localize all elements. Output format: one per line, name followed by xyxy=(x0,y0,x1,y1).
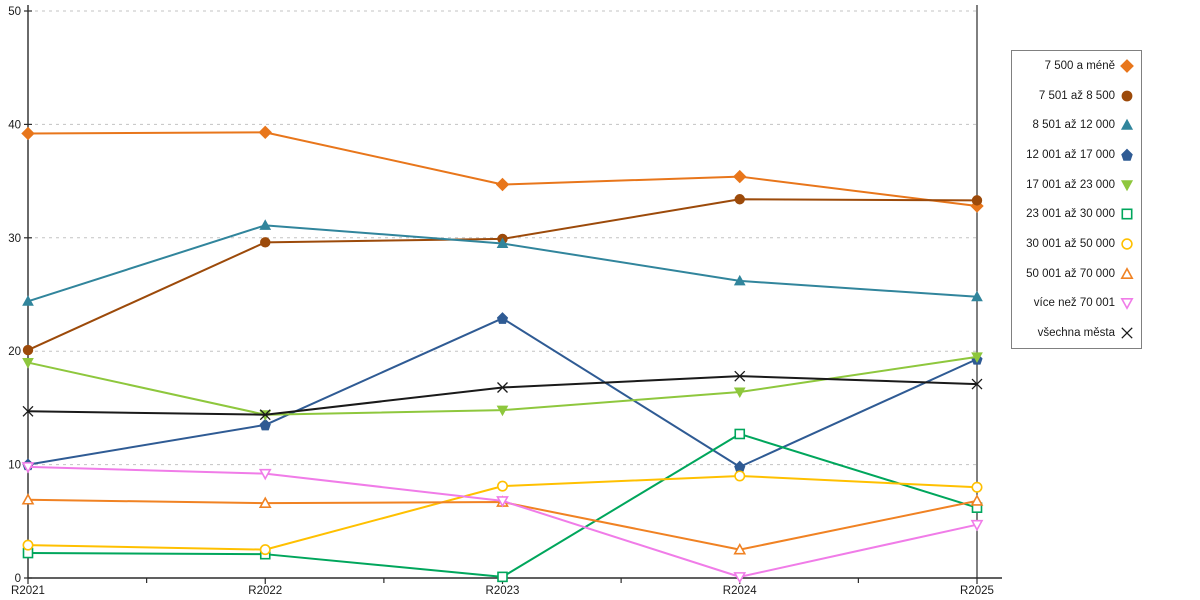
triangle-down-marker-icon xyxy=(496,405,509,417)
legend-marker xyxy=(1120,298,1134,311)
triangle-up-marker-icon xyxy=(971,290,983,302)
legend-label: 50 001 až 70 000 xyxy=(1026,267,1115,280)
legend-item: všechna města xyxy=(1012,318,1141,348)
circle-marker-icon xyxy=(734,194,745,205)
triangle-down-marker-icon xyxy=(970,519,984,532)
triangle-up-marker-icon xyxy=(258,496,272,508)
legend-marker xyxy=(1121,148,1133,161)
triangle-down-marker-icon xyxy=(1120,179,1134,191)
diamond-marker-icon xyxy=(21,126,35,141)
y-tick-label: 0 xyxy=(15,573,21,585)
legend-marker xyxy=(1121,327,1133,339)
legend-label: více než 70 001 xyxy=(1033,297,1115,310)
triangle-up-marker-icon xyxy=(259,219,272,230)
triangle-up-marker-icon xyxy=(733,274,746,286)
pentagon-marker-icon xyxy=(1121,148,1133,161)
legend-label: 8 501 až 12 000 xyxy=(1032,119,1116,132)
triangle-down-marker-icon xyxy=(733,387,746,399)
y-tick-label: 10 xyxy=(8,460,21,472)
x-marker-icon xyxy=(734,370,746,382)
legend-marker xyxy=(1120,119,1134,130)
triangle-up-marker-icon xyxy=(1120,266,1134,279)
circle-marker-icon xyxy=(259,544,271,556)
y-tick-label: 40 xyxy=(8,119,21,131)
x-tick-label: R2024 xyxy=(723,585,757,597)
legend: 7 500 a méně 7 501 až 8 500 8 501 až 12 00… xyxy=(1011,50,1142,349)
diamond-marker-icon xyxy=(1120,58,1134,73)
series-line xyxy=(27,131,978,208)
square-marker-icon xyxy=(1121,208,1133,220)
legend-marker xyxy=(1120,266,1134,279)
diamond-marker-icon xyxy=(258,125,272,140)
triangle-up-marker-icon xyxy=(1120,119,1134,130)
square-marker-icon xyxy=(734,428,746,440)
x-tick-label: R2022 xyxy=(248,585,282,597)
series-line xyxy=(27,198,978,351)
circle-marker-icon xyxy=(1121,90,1133,101)
circle-marker-icon xyxy=(734,470,746,482)
circle-marker-icon xyxy=(22,539,34,551)
triangle-up-marker-icon xyxy=(733,543,747,555)
y-tick-label: 50 xyxy=(8,6,21,18)
triangle-up-marker-icon xyxy=(970,494,984,506)
pentagon-marker-icon xyxy=(496,312,509,324)
x-marker-icon xyxy=(259,409,271,421)
triangle-down-marker-icon xyxy=(22,358,34,369)
triangle-up-marker-icon xyxy=(21,493,35,505)
x-tick-label: R2021 xyxy=(11,585,45,597)
circle-marker-icon xyxy=(971,195,983,206)
legend-item: 7 501 až 8 500 xyxy=(1012,81,1141,111)
square-marker-icon xyxy=(497,571,508,583)
circle-marker-icon xyxy=(260,237,271,248)
triangle-down-marker-icon xyxy=(1120,298,1134,311)
legend-marker xyxy=(1121,238,1133,250)
triangle-up-marker-icon xyxy=(496,237,509,248)
legend-item: 7 500 a méně xyxy=(1012,51,1141,81)
legend-label: 7 500 a méně xyxy=(1044,59,1115,72)
legend-item: 23 001 až 30 000 xyxy=(1012,200,1141,230)
circle-marker-icon xyxy=(971,481,983,493)
legend-marker xyxy=(1121,90,1133,101)
triangle-down-marker-icon xyxy=(21,462,35,474)
y-tick-label: 30 xyxy=(8,233,21,245)
legend-marker xyxy=(1120,179,1134,191)
legend-label: 23 001 až 30 000 xyxy=(1026,208,1115,221)
x-marker-icon xyxy=(22,405,34,417)
y-tick-label: 20 xyxy=(8,346,21,358)
pentagon-marker-icon xyxy=(259,418,271,431)
diamond-marker-icon xyxy=(495,177,510,192)
legend-item: 17 001 až 23 000 xyxy=(1012,170,1141,200)
triangle-down-marker-icon xyxy=(971,352,983,363)
legend-label: 30 001 až 50 000 xyxy=(1026,238,1115,251)
legend-item: 50 001 až 70 000 xyxy=(1012,259,1141,289)
triangle-up-marker-icon xyxy=(22,295,34,306)
series-line xyxy=(27,317,978,468)
triangle-down-marker-icon xyxy=(496,496,509,508)
circle-marker-icon xyxy=(496,480,508,492)
diamond-marker-icon xyxy=(733,169,747,184)
legend-label: 12 001 až 17 000 xyxy=(1026,148,1115,161)
legend-item: 30 001 až 50 000 xyxy=(1012,229,1141,259)
pentagon-marker-icon xyxy=(734,460,746,473)
legend-item: více než 70 001 xyxy=(1012,289,1141,319)
legend-item: 12 001 až 17 000 xyxy=(1012,140,1141,170)
legend-label: 7 501 až 8 500 xyxy=(1038,89,1115,102)
legend-item: 8 501 až 12 000 xyxy=(1012,110,1141,140)
x-tick-label: R2023 xyxy=(486,585,520,597)
triangle-down-marker-icon xyxy=(258,468,272,481)
circle-marker-icon xyxy=(1121,238,1133,250)
legend-label: 17 001 až 23 000 xyxy=(1026,178,1115,191)
x-marker-icon xyxy=(497,382,508,393)
legend-label: všechna města xyxy=(1037,327,1115,340)
triangle-down-marker-icon xyxy=(733,572,747,584)
circle-marker-icon xyxy=(22,344,34,356)
x-marker-icon xyxy=(971,378,983,390)
legend-marker xyxy=(1121,208,1133,220)
x-marker-icon xyxy=(1121,327,1133,339)
legend-marker xyxy=(1120,58,1134,73)
x-tick-label: R2025 xyxy=(960,585,994,597)
